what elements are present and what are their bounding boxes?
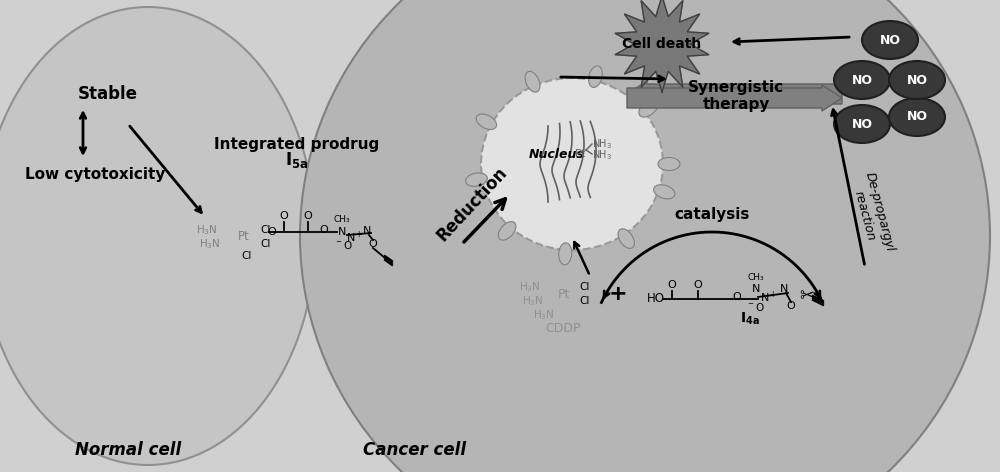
Text: O: O [787, 301, 795, 311]
Ellipse shape [466, 173, 487, 186]
Text: O: O [733, 292, 741, 302]
Text: O: O [280, 211, 288, 221]
Text: Normal cell: Normal cell [75, 441, 181, 459]
Text: $^-$O: $^-$O [746, 301, 764, 313]
Text: Integrated prodrug: Integrated prodrug [214, 136, 380, 152]
Text: NO: NO [852, 74, 872, 86]
Ellipse shape [639, 100, 658, 117]
Text: ✂: ✂ [799, 287, 815, 305]
Text: Reduction: Reduction [433, 163, 511, 244]
Text: HO: HO [647, 293, 665, 305]
Ellipse shape [862, 21, 918, 59]
Text: H$_3$N: H$_3$N [519, 280, 541, 294]
Ellipse shape [589, 66, 602, 87]
Text: O: O [668, 280, 676, 290]
Text: N$^+$: N$^+$ [760, 289, 778, 304]
Ellipse shape [300, 0, 990, 472]
Text: H$_3$N: H$_3$N [199, 237, 221, 251]
Text: Pt: Pt [558, 287, 570, 301]
Text: NO: NO [906, 74, 928, 86]
Ellipse shape [498, 222, 516, 240]
Text: Low cytotoxicity: Low cytotoxicity [25, 167, 165, 182]
Text: $\mathbf{I_{5a}}$: $\mathbf{I_{5a}}$ [285, 150, 309, 170]
Text: H$_3$N: H$_3$N [533, 308, 555, 322]
Text: NO: NO [906, 110, 928, 124]
Text: Synergistic
therapy: Synergistic therapy [688, 80, 784, 112]
Ellipse shape [618, 229, 634, 248]
Text: catalysis: catalysis [674, 207, 750, 221]
Text: +: + [609, 284, 627, 304]
Text: $^-$O: $^-$O [334, 239, 352, 251]
Text: O: O [304, 211, 312, 221]
Ellipse shape [481, 78, 663, 250]
FancyArrow shape [627, 81, 842, 107]
Text: O: O [369, 239, 377, 249]
Text: N$^+$: N$^+$ [346, 229, 364, 244]
Text: N: N [752, 284, 760, 294]
Text: Cl: Cl [242, 251, 252, 261]
Ellipse shape [525, 71, 540, 92]
Text: Stable: Stable [78, 85, 138, 103]
Ellipse shape [889, 61, 945, 99]
Text: De-propargyl
reaction: De-propargyl reaction [848, 171, 896, 257]
Text: H$_3$N: H$_3$N [522, 294, 544, 308]
Ellipse shape [476, 114, 497, 129]
Text: N: N [363, 226, 371, 236]
Ellipse shape [0, 7, 316, 465]
Text: Cl: Cl [579, 296, 589, 306]
Text: NH$_3$: NH$_3$ [592, 137, 612, 151]
Ellipse shape [834, 61, 890, 99]
Text: O: O [268, 227, 276, 237]
Text: CDDP: CDDP [545, 321, 581, 335]
Text: Pt: Pt [238, 230, 250, 244]
FancyArrow shape [627, 85, 842, 111]
Text: Cl: Cl [579, 282, 589, 292]
Text: Nucleus: Nucleus [529, 147, 585, 160]
Text: N: N [780, 284, 788, 294]
Text: Cl: Cl [260, 239, 270, 249]
Text: Cell death: Cell death [622, 37, 702, 51]
Text: CH₃: CH₃ [748, 272, 764, 281]
Text: O: O [694, 280, 702, 290]
Text: Cancer cell: Cancer cell [363, 441, 467, 459]
Text: NH$_3$: NH$_3$ [592, 148, 612, 162]
Ellipse shape [559, 243, 572, 265]
Text: CH₃: CH₃ [334, 216, 350, 225]
Ellipse shape [654, 185, 675, 199]
Ellipse shape [658, 158, 680, 170]
Text: NO: NO [852, 118, 872, 130]
Text: N: N [338, 227, 346, 237]
Text: NO: NO [880, 34, 900, 47]
Text: $\mathbf{I_{4a}}$: $\mathbf{I_{4a}}$ [740, 311, 760, 327]
Text: H$_3$N: H$_3$N [196, 223, 218, 237]
Polygon shape [615, 0, 709, 92]
Text: Pt: Pt [574, 149, 586, 159]
Ellipse shape [889, 98, 945, 136]
Text: Cl: Cl [260, 225, 270, 235]
Ellipse shape [834, 105, 890, 143]
Text: O: O [320, 225, 328, 235]
